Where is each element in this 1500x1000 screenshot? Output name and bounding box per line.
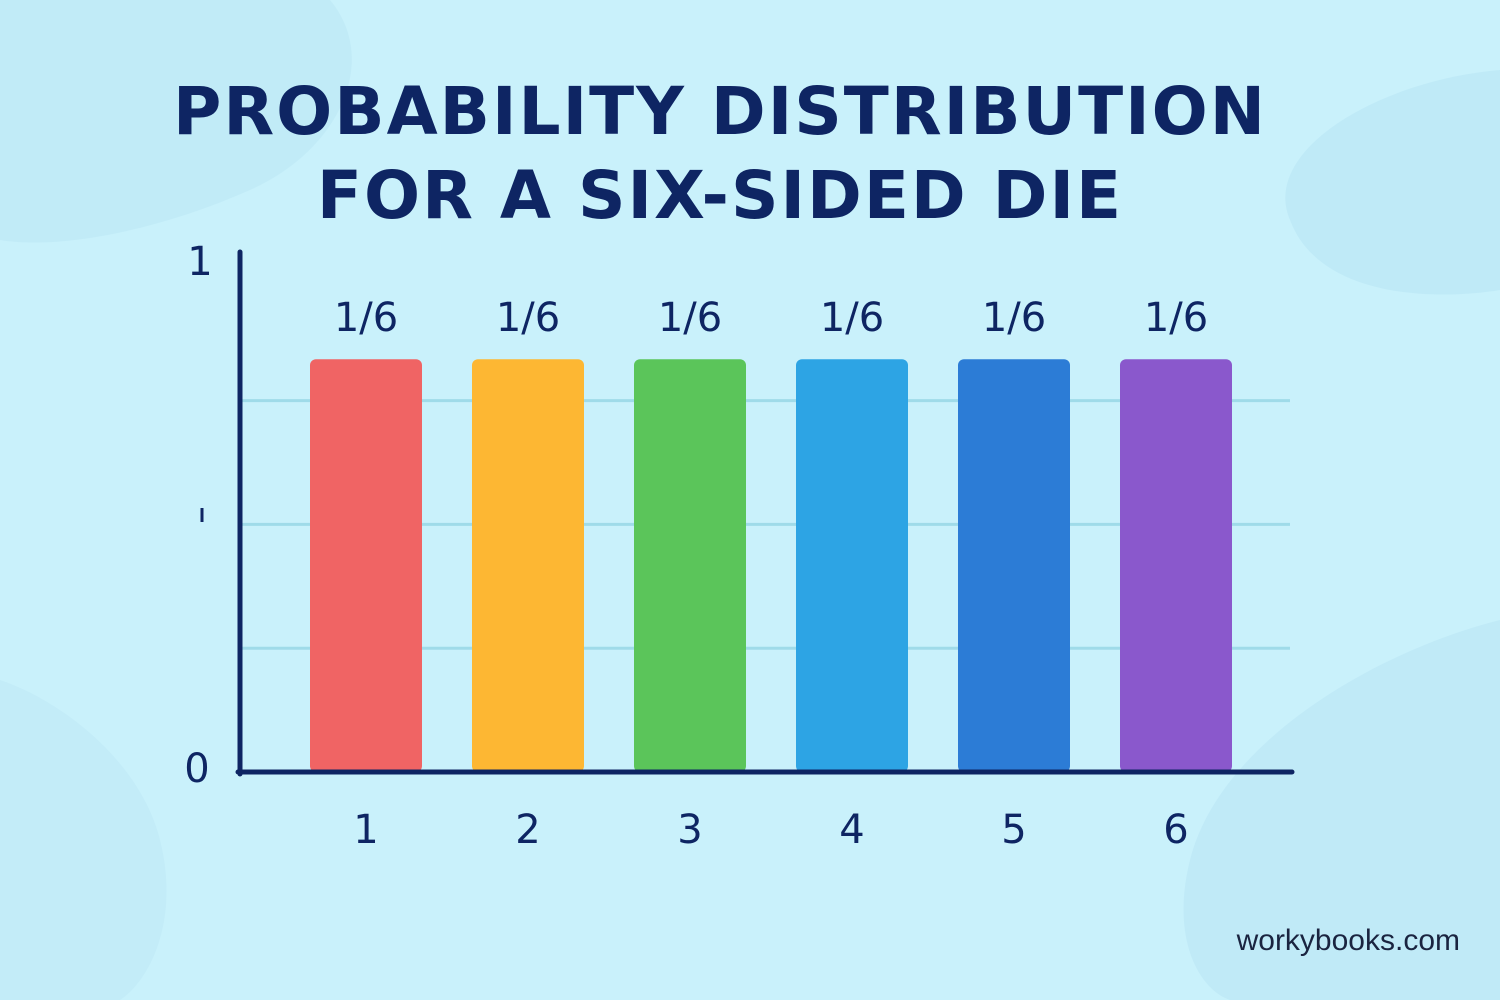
- data-label-4: 1/6: [820, 295, 884, 341]
- x-tick-label-3: 3: [677, 807, 702, 853]
- x-tick-label-1: 1: [353, 807, 378, 853]
- bar-4: [796, 359, 908, 772]
- data-label-2: 1/6: [496, 295, 560, 341]
- bar-5: [958, 359, 1070, 772]
- bar-1: [310, 359, 422, 772]
- data-label-5: 1/6: [982, 295, 1046, 341]
- x-tick-label-6: 6: [1163, 807, 1188, 853]
- chart-title-line-2: FOR A SIX-SIDED DIE: [316, 157, 1124, 234]
- data-label-3: 1/6: [658, 295, 722, 341]
- bar-2: [472, 359, 584, 772]
- data-label-1: 1/6: [334, 295, 398, 341]
- data-label-6: 1/6: [1144, 295, 1208, 341]
- chart-title: PROBABILITY DISTRIBUTION FOR A SIX-SIDED…: [0, 70, 1440, 238]
- chart-title-line-1: PROBABILITY DISTRIBUTION: [172, 73, 1268, 150]
- bar-6: [1120, 359, 1232, 772]
- bar-3: [634, 359, 746, 772]
- x-tick-label-4: 4: [839, 807, 864, 853]
- y-tick-label-0: 0: [184, 746, 209, 792]
- x-tick-label-2: 2: [515, 807, 540, 853]
- source-watermark: workybooks.com: [1236, 924, 1460, 957]
- x-tick-label-5: 5: [1001, 807, 1026, 853]
- y-tick-label-1: 1: [187, 239, 212, 285]
